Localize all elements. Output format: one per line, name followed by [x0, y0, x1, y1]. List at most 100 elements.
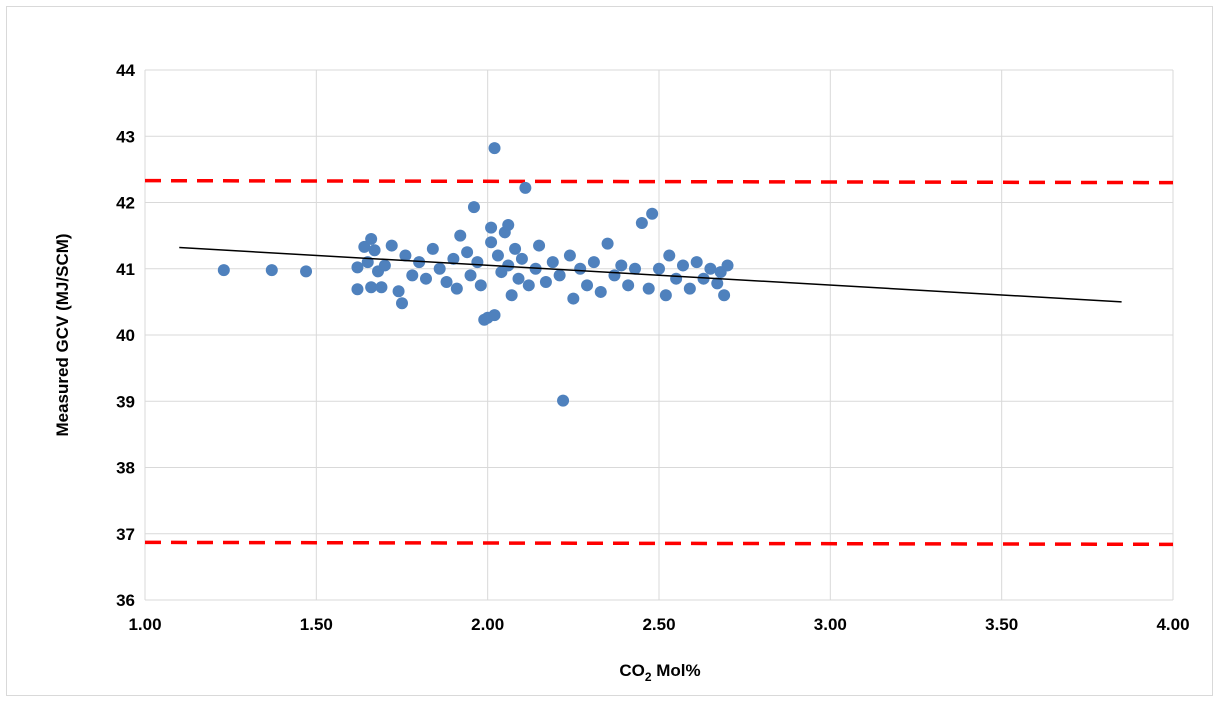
- data-point: [450, 282, 463, 295]
- x-tick-label: 1.00: [128, 615, 161, 634]
- data-point: [683, 282, 696, 295]
- data-point: [553, 269, 566, 282]
- data-point: [485, 236, 498, 249]
- data-point: [629, 262, 642, 275]
- data-point: [396, 297, 408, 310]
- x-axis-title-subscript: 2: [645, 670, 652, 684]
- data-point: [601, 237, 614, 250]
- y-tick-label: 44: [116, 61, 135, 80]
- data-point: [659, 289, 672, 302]
- data-point: [378, 259, 391, 272]
- data-point: [485, 221, 498, 234]
- data-point: [440, 276, 453, 288]
- y-tick-label: 41: [116, 260, 135, 279]
- data-point: [581, 279, 594, 292]
- data-point: [419, 272, 432, 285]
- data-point: [351, 283, 364, 296]
- x-tick-label: 1.50: [300, 615, 333, 634]
- data-point: [392, 285, 405, 298]
- data-point: [557, 394, 570, 407]
- data-point: [512, 272, 525, 285]
- data-point: [474, 279, 487, 292]
- x-axis-title-main: CO: [619, 661, 645, 680]
- data-point: [563, 249, 576, 262]
- y-tick-label: 38: [116, 459, 135, 478]
- data-point: [567, 292, 580, 305]
- data-point: [690, 256, 703, 269]
- y-tick-label: 40: [116, 326, 135, 345]
- data-point: [574, 262, 587, 275]
- data-point: [365, 232, 378, 245]
- data-point: [711, 277, 724, 290]
- data-point: [515, 252, 528, 265]
- data-point: [718, 289, 731, 302]
- y-tick-label: 42: [116, 194, 135, 213]
- data-point: [721, 259, 734, 272]
- data-point: [358, 240, 371, 253]
- data-point: [375, 281, 388, 294]
- limit-line: [144, 178, 1174, 185]
- trendline-layer: [179, 246, 1122, 303]
- trendline: [179, 246, 1122, 303]
- data-point: [502, 219, 515, 232]
- chart-frame: [6, 6, 1213, 696]
- data-point: [467, 201, 480, 214]
- limit-line: [144, 540, 1174, 547]
- data-point: [670, 272, 683, 285]
- data-point: [635, 217, 648, 230]
- data-point: [491, 249, 504, 262]
- x-tick-label: 3.50: [985, 615, 1018, 634]
- limit-lines: [144, 178, 1174, 547]
- data-point: [653, 262, 665, 275]
- data-point: [300, 265, 313, 278]
- y-tick-label: 39: [116, 392, 135, 411]
- data-point: [533, 239, 546, 252]
- data-point: [509, 242, 522, 255]
- data-point: [642, 282, 655, 295]
- x-axis-title-suffix: Mol%: [652, 661, 701, 680]
- data-point: [502, 259, 515, 272]
- data-point: [615, 259, 628, 272]
- data-point: [622, 279, 635, 292]
- data-point: [697, 272, 710, 285]
- x-tick-label: 2.50: [642, 615, 675, 634]
- gridlines: [144, 69, 1174, 601]
- data-point: [351, 261, 364, 274]
- data-point: [433, 262, 446, 275]
- data-point: [505, 289, 518, 302]
- data-point: [464, 269, 477, 282]
- data-point: [399, 249, 412, 262]
- data-point: [385, 239, 398, 252]
- data-point: [217, 264, 230, 277]
- y-axis-title: Measured GCV (MJ/SCM): [53, 233, 72, 436]
- data-point: [646, 207, 659, 220]
- data-point: [447, 252, 460, 265]
- data-point: [365, 281, 378, 294]
- data-point: [546, 256, 559, 269]
- data-point: [488, 142, 501, 155]
- data-point: [471, 256, 484, 269]
- x-tick-label: 2.00: [471, 615, 504, 634]
- data-point: [461, 246, 474, 259]
- data-point: [265, 264, 278, 277]
- data-point: [663, 249, 676, 262]
- data-point: [522, 279, 535, 292]
- data-point: [608, 269, 621, 282]
- data-point: [488, 309, 501, 322]
- data-point: [539, 276, 552, 288]
- x-tick-label: 4.00: [1156, 615, 1189, 634]
- x-tick-label: 3.00: [814, 615, 847, 634]
- data-point: [519, 181, 532, 194]
- data-point: [587, 256, 600, 269]
- x-axis-title: CO2 Mol%: [619, 661, 700, 684]
- data-point: [594, 285, 607, 298]
- data-point: [426, 242, 439, 255]
- y-tick-label: 36: [116, 591, 135, 610]
- y-tick-label: 43: [116, 127, 135, 146]
- y-tick-label: 37: [116, 525, 135, 544]
- tick-labels: 36 37 38 39 40 41 42 43 44 1.00 1.50 2.00 2.50 3.00 3.…: [116, 61, 1189, 634]
- data-point: [454, 229, 467, 242]
- data-point: [676, 259, 689, 272]
- data-point: [406, 269, 419, 282]
